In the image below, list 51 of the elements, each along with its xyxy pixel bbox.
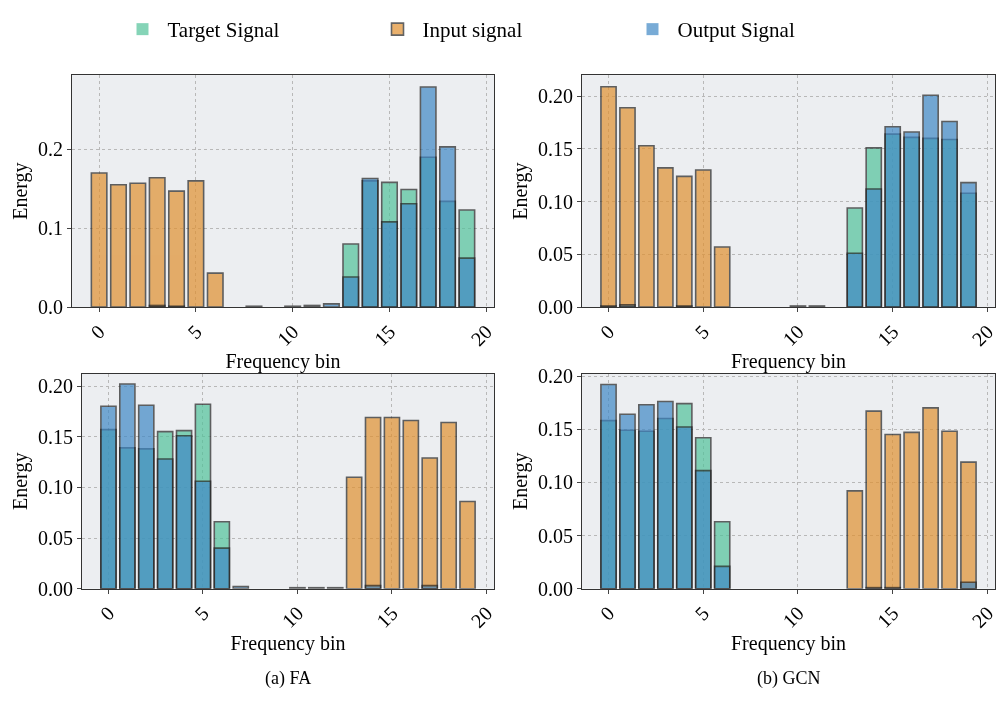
x-tick-label: 20 bbox=[466, 320, 497, 351]
x-tick-label: 5 bbox=[190, 602, 213, 625]
y-axis-title: Energy bbox=[509, 452, 533, 510]
x-tick-label: 20 bbox=[967, 602, 998, 632]
x-tick-label: 0 bbox=[95, 602, 119, 625]
x-tick-label: 20 bbox=[967, 320, 998, 351]
x-tick-label: 5 bbox=[690, 602, 714, 625]
x-tick-label: 10 bbox=[277, 602, 308, 632]
x-axis-title: Frequency bin bbox=[731, 350, 846, 374]
y-tick-label: 0.10 bbox=[538, 471, 573, 494]
y-tick-label: 0.10 bbox=[538, 190, 573, 213]
x-tick-label: 5 bbox=[183, 320, 206, 343]
x-axis-title: Frequency bin bbox=[230, 631, 346, 655]
x-axis-title: Frequency bin bbox=[731, 631, 846, 655]
y-tick-label: 0.15 bbox=[538, 418, 573, 441]
y-tick-label: 0.05 bbox=[38, 527, 73, 550]
x-tick-label: 20 bbox=[466, 602, 497, 632]
x-tick-label: 10 bbox=[272, 320, 303, 351]
y-tick-label: 0.05 bbox=[538, 524, 573, 547]
x-axis-title: Frequency bin bbox=[225, 350, 341, 374]
x-tick-label: 15 bbox=[369, 320, 400, 351]
y-tick-label: 0.1 bbox=[38, 217, 63, 240]
x-tick-label: 5 bbox=[690, 320, 714, 343]
x-tick-label: 10 bbox=[778, 602, 808, 632]
y-tick-label: 0.20 bbox=[538, 365, 573, 387]
y-tick-label: 0.0 bbox=[38, 296, 63, 319]
legend-label: Input signal bbox=[422, 18, 523, 43]
y-tick-label: 0.00 bbox=[538, 296, 573, 319]
y-axis-title: Energy bbox=[9, 162, 33, 220]
y-axis-title: Energy bbox=[509, 162, 533, 220]
x-tick-label: 15 bbox=[872, 602, 903, 632]
y-tick-label: 0.05 bbox=[538, 243, 573, 266]
legend-label: Target Signal bbox=[167, 18, 280, 43]
y-tick-label: 0.20 bbox=[538, 85, 573, 108]
y-axis-title: Energy bbox=[9, 452, 33, 510]
x-tick-label: 15 bbox=[372, 602, 402, 632]
y-tick-label: 0.10 bbox=[38, 476, 73, 499]
text: (a) FA bbox=[265, 668, 312, 689]
y-tick-label: 0.00 bbox=[38, 577, 73, 600]
y-tick-label: 0.15 bbox=[538, 137, 573, 160]
y-tick-label: 0.15 bbox=[38, 425, 73, 448]
y-tick-label: 0.00 bbox=[538, 577, 573, 600]
y-tick-label: 0.20 bbox=[38, 375, 73, 398]
x-tick-label: 10 bbox=[778, 320, 808, 351]
x-tick-label: 0 bbox=[595, 602, 619, 625]
x-tick-label: 15 bbox=[872, 320, 903, 351]
x-tick-label: 0 bbox=[595, 320, 619, 343]
text: (b) GCN bbox=[757, 668, 821, 689]
x-tick-label: 0 bbox=[86, 320, 109, 343]
legend-label: Output Signal bbox=[677, 18, 795, 43]
y-tick-label: 0.2 bbox=[38, 138, 63, 161]
